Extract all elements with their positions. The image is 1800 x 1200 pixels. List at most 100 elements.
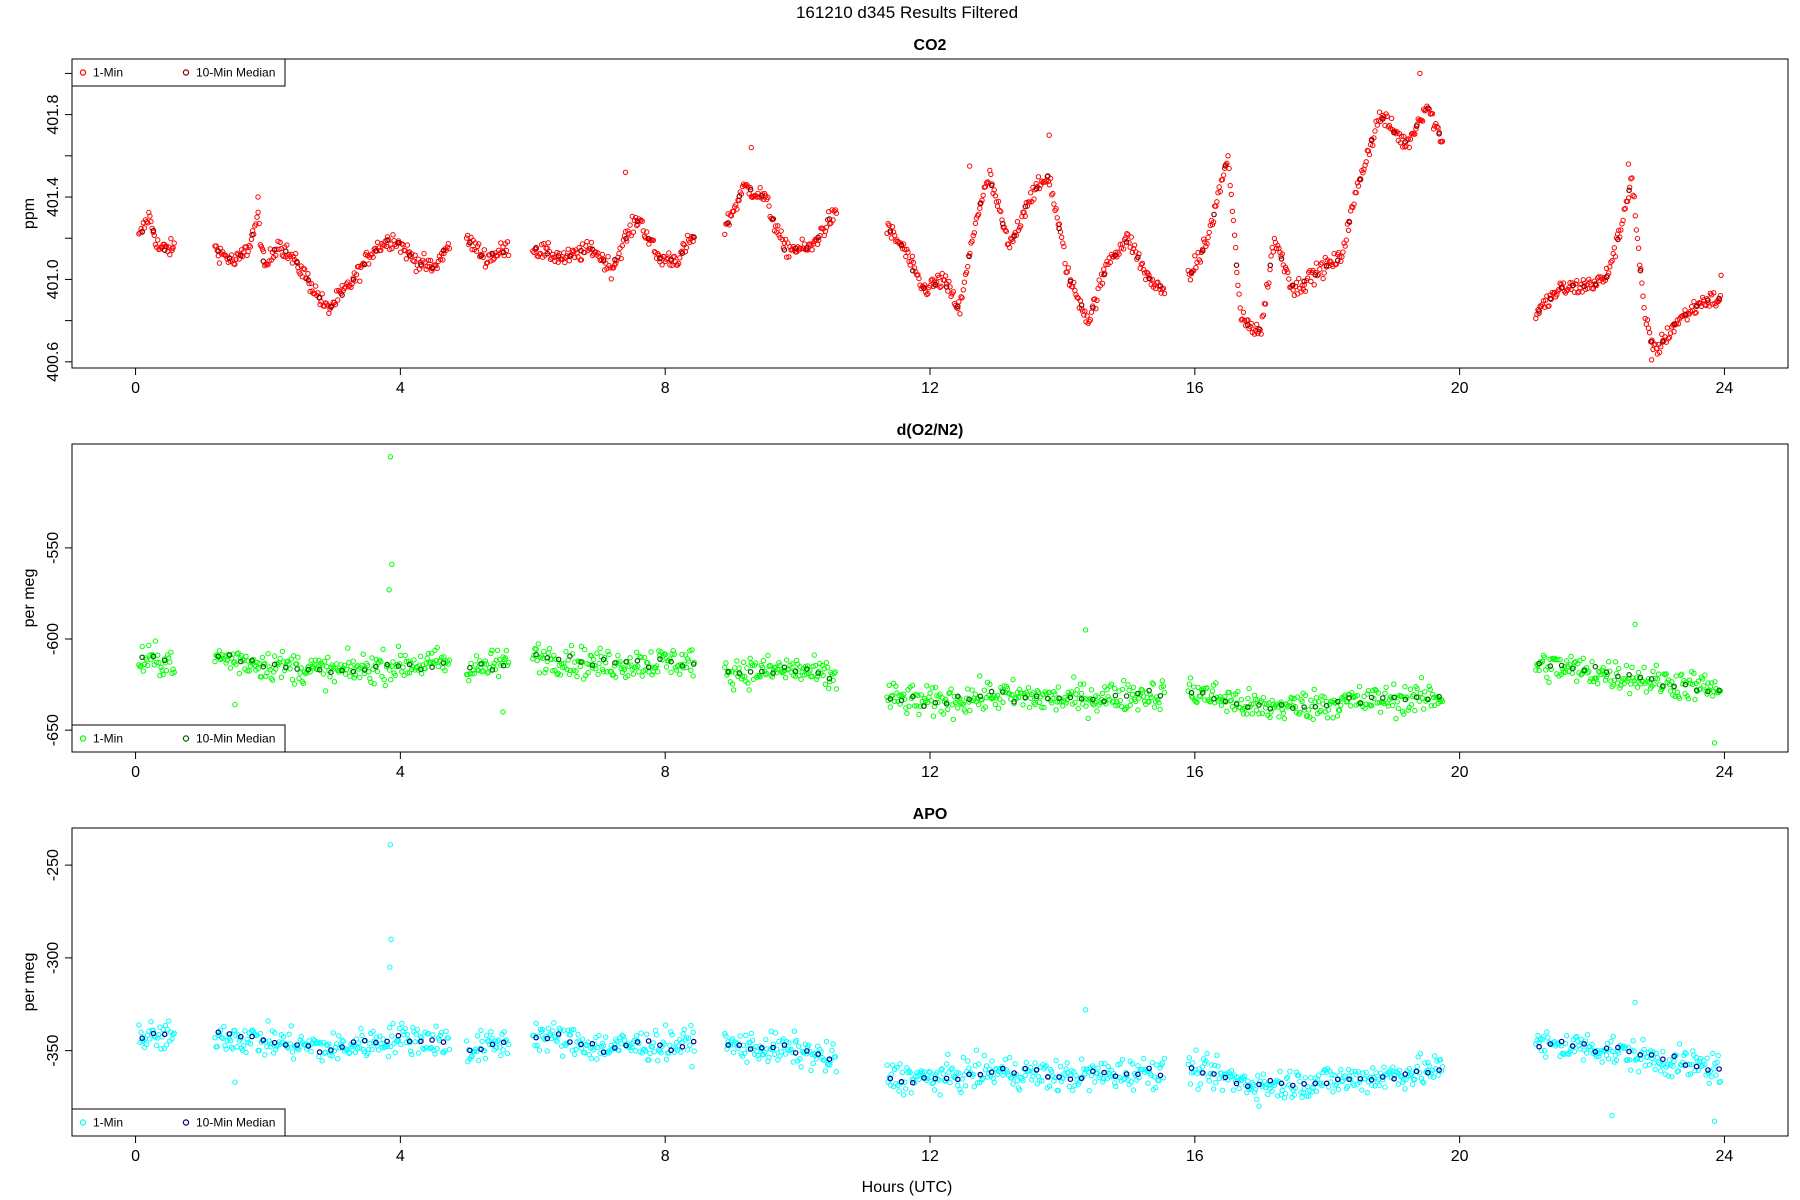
data-point-1min — [1098, 1060, 1105, 1067]
data-point-1min — [630, 229, 637, 235]
data-point-median — [1716, 295, 1722, 302]
data-point-median — [623, 658, 629, 665]
data-point-median — [226, 1031, 233, 1037]
data-point-outlier — [387, 842, 394, 848]
data-point-1min — [167, 252, 173, 258]
data-point-1min — [227, 1038, 234, 1044]
data-point-1min — [1139, 687, 1146, 693]
data-point-1min — [939, 270, 945, 277]
data-point-1min — [928, 698, 934, 704]
data-point-median — [1245, 1083, 1251, 1090]
data-point-1min — [353, 272, 360, 278]
data-point-1min — [824, 664, 831, 670]
legend-label: 1-Min — [93, 732, 123, 746]
data-point-1min — [427, 257, 434, 264]
data-point-1min — [1350, 204, 1356, 211]
data-point-1min — [909, 253, 916, 259]
data-point-median — [815, 234, 821, 241]
data-point-1min — [572, 254, 578, 261]
data-point-1min — [565, 246, 571, 252]
data-point-1min — [488, 1029, 494, 1035]
data-point-1min — [373, 1034, 380, 1040]
data-point-median — [238, 658, 244, 665]
data-point-median — [954, 1076, 961, 1083]
data-point-1min — [927, 1069, 933, 1075]
data-point-1min — [1639, 280, 1645, 286]
data-point-outlier — [387, 454, 394, 460]
data-point-median — [747, 669, 754, 675]
data-point-1min — [790, 1059, 796, 1065]
data-point-1min — [366, 1046, 372, 1053]
data-point-1min — [1393, 715, 1399, 722]
data-point-1min — [1138, 261, 1145, 268]
data-point-1min — [246, 242, 253, 249]
data-point-median — [1211, 211, 1217, 218]
data-point-median — [139, 654, 146, 661]
data-point-1min — [333, 288, 340, 294]
data-point-1min — [1692, 696, 1698, 703]
data-point-1min — [357, 278, 363, 284]
data-point-1min — [1032, 1060, 1038, 1066]
data-point-1min — [402, 652, 408, 659]
data-point-median — [725, 220, 731, 226]
data-point-1min — [554, 671, 560, 678]
data-point-median — [328, 303, 334, 310]
data-point-1min — [1204, 240, 1210, 247]
data-point-1min — [742, 673, 748, 680]
data-point-median — [1693, 687, 1700, 694]
data-point-1min — [578, 643, 585, 650]
data-point-1min — [806, 1042, 812, 1048]
data-point-1min — [1311, 282, 1317, 288]
data-point-1min — [473, 653, 480, 659]
data-point-1min — [1580, 1057, 1587, 1063]
data-point-1min — [982, 704, 989, 710]
data-point-1min — [744, 1059, 750, 1065]
data-point-1min — [311, 662, 318, 668]
data-point-1min — [327, 674, 333, 680]
data-point-1min — [166, 1018, 172, 1024]
data-point-1min — [367, 1041, 373, 1047]
data-point-median — [533, 651, 539, 658]
data-point-1min — [1433, 120, 1439, 127]
data-point-1min — [324, 663, 330, 670]
data-point-1min — [1126, 687, 1132, 694]
data-point-1min — [792, 673, 799, 680]
data-point-1min — [572, 1051, 578, 1058]
data-point-1min — [1333, 1081, 1340, 1087]
data-point-1min — [789, 661, 795, 667]
data-point-1min — [590, 656, 597, 663]
data-point-1min — [573, 1046, 579, 1053]
data-point-median — [1413, 123, 1420, 129]
data-point-1min — [1105, 1063, 1111, 1070]
data-point-1min — [411, 258, 417, 264]
data-point-1min — [662, 1022, 669, 1028]
data-point-1min — [329, 1053, 335, 1059]
data-point-1min — [1343, 237, 1350, 243]
data-point-1min — [1266, 280, 1272, 286]
data-point-median — [1323, 262, 1330, 269]
data-point-1min — [446, 1046, 453, 1053]
data-point-1min — [588, 1055, 595, 1062]
data-point-1min — [301, 266, 308, 272]
data-point-1min — [1159, 678, 1166, 684]
data-point-1min — [1717, 293, 1724, 299]
data-point-1min — [958, 1089, 964, 1096]
data-point-1min — [1673, 673, 1679, 679]
data-point-1min — [1715, 1052, 1721, 1059]
data-point-1min — [1131, 242, 1138, 248]
data-point-median — [555, 253, 562, 259]
data-point-1min — [1574, 277, 1580, 284]
data-point-1min — [363, 249, 370, 256]
data-point-median — [943, 1075, 950, 1082]
data-point-1min — [745, 1046, 751, 1052]
data-point-1min — [1713, 1072, 1719, 1078]
data-point-1min — [1054, 215, 1060, 221]
data-point-median — [567, 1039, 573, 1045]
data-point-1min — [1120, 246, 1127, 252]
data-point-1min — [1282, 1091, 1289, 1097]
data-point-median — [1570, 665, 1576, 672]
data-point-median — [440, 660, 447, 666]
data-point-1min — [625, 228, 631, 234]
data-point-1min — [1007, 1054, 1013, 1061]
